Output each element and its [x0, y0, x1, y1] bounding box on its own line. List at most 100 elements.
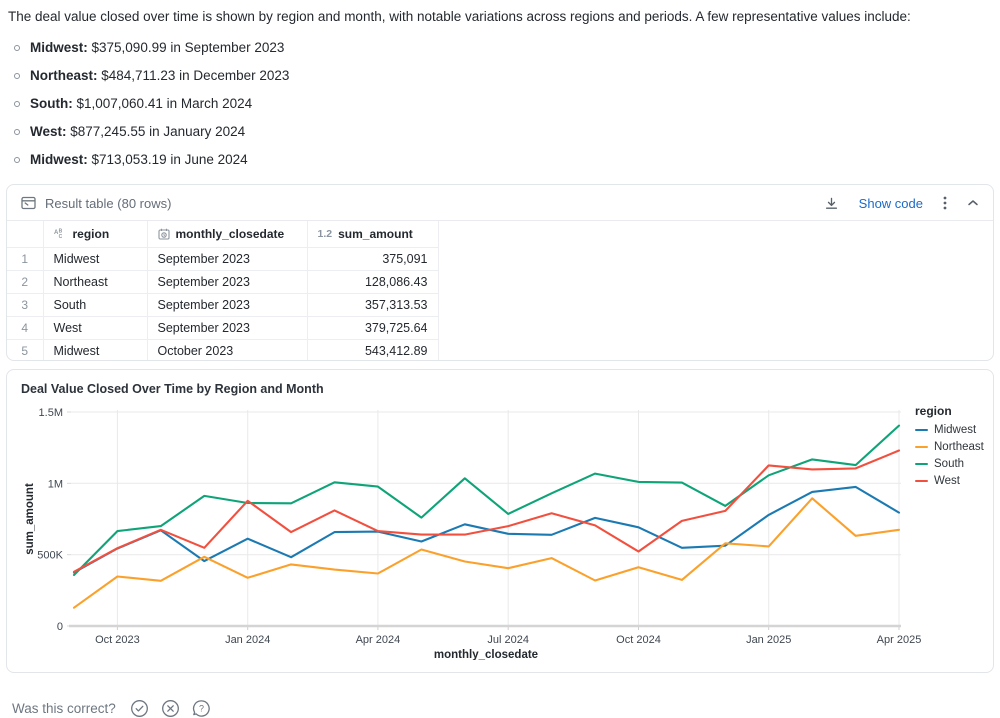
bullet-label: West:	[30, 124, 67, 139]
table-row[interactable]: 5 Midwest October 2023 543,412.89	[7, 339, 438, 361]
table-row[interactable]: 4 West September 2023 379,725.64	[7, 316, 438, 339]
download-icon[interactable]	[824, 196, 839, 211]
svg-text:1M: 1M	[48, 479, 63, 491]
y-gridlines: 0 500K 1M 1.5M	[37, 407, 901, 633]
result-table-icon	[21, 196, 36, 210]
bullet-icon	[14, 129, 20, 135]
legend-swatch	[915, 480, 928, 483]
legend-title: region	[915, 404, 995, 418]
cell-sum-amount: 543,412.89	[307, 339, 438, 361]
column-label: monthly_closedate	[176, 227, 285, 241]
svg-text:Apr 2024: Apr 2024	[356, 634, 401, 646]
bullet-label: Northeast:	[30, 68, 98, 83]
cell-sum-amount: 375,091	[307, 247, 438, 270]
row-number-header	[7, 221, 43, 247]
column-header-sum-amount[interactable]: 1.2sum_amount	[307, 221, 438, 247]
svg-text:1.5M: 1.5M	[39, 407, 63, 419]
svg-text:0: 0	[57, 621, 63, 633]
row-number: 1	[7, 247, 43, 270]
result-table: A B C region	[7, 221, 439, 361]
bullet-label: Midwest:	[30, 40, 88, 55]
cell-monthly-closedate: September 2023	[147, 293, 307, 316]
row-number: 2	[7, 270, 43, 293]
bullet-item: Midwest: $375,090.99 in September 2023	[6, 40, 994, 55]
legend-item-south[interactable]: South	[915, 458, 995, 470]
row-number: 5	[7, 339, 43, 361]
svg-text:Oct 2024: Oct 2024	[616, 634, 661, 646]
cell-region: Northeast	[43, 270, 147, 293]
row-number: 3	[7, 293, 43, 316]
legend-swatch	[915, 463, 928, 466]
cell-region: Midwest	[43, 247, 147, 270]
bullet-item: South: $1,007,060.41 in March 2024	[6, 96, 994, 111]
feedback-footer: Was this correct? ?	[6, 681, 994, 718]
x-axis-title: monthly_closedate	[434, 649, 538, 660]
chart-body: 0 500K 1M 1.5M Oct 2023 Jan 2024 Apr 2024 Jul 2…	[21, 398, 979, 662]
bullet-list: Midwest: $375,090.99 in September 2023 N…	[6, 40, 994, 167]
cell-monthly-closedate: September 2023	[147, 316, 307, 339]
cell-monthly-closedate: September 2023	[147, 270, 307, 293]
cell-sum-amount: 379,725.64	[307, 316, 438, 339]
table-row[interactable]: 3 South September 2023 357,313.53	[7, 293, 438, 316]
svg-text:Jul 2024: Jul 2024	[487, 634, 529, 646]
result-table-title: Result table (80 rows)	[45, 196, 171, 211]
legend-label: Midwest	[934, 424, 976, 436]
svg-text:Oct 2023: Oct 2023	[95, 634, 140, 646]
column-header-monthly-closedate[interactable]: monthly_closedate	[147, 221, 307, 247]
svg-text:500K: 500K	[37, 550, 63, 562]
svg-text:Jan 2025: Jan 2025	[746, 634, 791, 646]
cell-monthly-closedate: October 2023	[147, 339, 307, 361]
bullet-text: $877,245.55 in January 2024	[67, 124, 246, 139]
legend-item-west[interactable]: West	[915, 475, 995, 487]
legend-label: Northeast	[934, 441, 984, 453]
row-number: 4	[7, 316, 43, 339]
series-line-northeast	[74, 499, 899, 608]
svg-text:Jan 2024: Jan 2024	[225, 634, 270, 646]
intro-section: The deal value closed over time is shown…	[6, 8, 994, 167]
table-row[interactable]: 2 Northeast September 2023 128,086.43	[7, 270, 438, 293]
series-line-south	[74, 426, 899, 575]
result-table-card: Result table (80 rows) Show code	[6, 184, 994, 361]
table-row[interactable]: 1 Midwest September 2023 375,091	[7, 247, 438, 270]
bullet-text: $1,007,060.41 in March 2024	[73, 96, 252, 111]
chart-title: Deal Value Closed Over Time by Region an…	[21, 382, 979, 396]
column-label: region	[73, 227, 110, 241]
cell-region: Midwest	[43, 339, 147, 361]
result-table-header: Result table (80 rows) Show code	[7, 185, 993, 221]
bullet-label: South:	[30, 96, 73, 111]
legend-label: West	[934, 475, 960, 487]
y-axis-title: sum_amount	[24, 483, 36, 555]
column-header-region[interactable]: A B C region	[43, 221, 147, 247]
page: The deal value closed over time is shown…	[0, 0, 1000, 718]
kebab-menu-icon[interactable]	[943, 195, 947, 211]
x-gridlines: Oct 2023 Jan 2024 Apr 2024 Jul 2024 Oct 2024…	[95, 410, 921, 646]
cell-sum-amount: 128,086.43	[307, 270, 438, 293]
bullet-text: $713,053.19 in June 2024	[88, 152, 248, 167]
line-chart: 0 500K 1M 1.5M Oct 2023 Jan 2024 Apr 2024 Jul 2…	[21, 398, 991, 660]
show-code-button[interactable]: Show code	[859, 196, 923, 211]
collapse-chevron-up-icon[interactable]	[967, 199, 979, 207]
legend-item-northeast[interactable]: Northeast	[915, 441, 995, 453]
chart-legend: region Midwest Northeast South West	[915, 404, 995, 492]
legend-item-midwest[interactable]: Midwest	[915, 424, 995, 436]
legend-label: South	[934, 458, 964, 470]
bullet-text: $375,090.99 in September 2023	[88, 40, 285, 55]
bullet-label: Midwest:	[30, 152, 88, 167]
column-label: sum_amount	[338, 227, 413, 241]
cell-region: West	[43, 316, 147, 339]
legend-swatch	[915, 446, 928, 449]
bullet-item: Northeast: $484,711.23 in December 2023	[6, 68, 994, 83]
cell-sum-amount: 357,313.53	[307, 293, 438, 316]
chart-card: Deal Value Closed Over Time by Region an…	[6, 369, 994, 673]
bullet-icon	[14, 45, 20, 51]
string-type-icon: A B C	[54, 228, 67, 239]
bullet-icon	[14, 157, 20, 163]
bullet-item: Midwest: $713,053.19 in June 2024	[6, 152, 994, 167]
cell-region: South	[43, 293, 147, 316]
bullet-text: $484,711.23 in December 2023	[98, 68, 290, 83]
cell-monthly-closedate: September 2023	[147, 247, 307, 270]
svg-text:C: C	[58, 234, 62, 239]
svg-text:Apr 2025: Apr 2025	[877, 634, 922, 646]
bullet-item: West: $877,245.55 in January 2024	[6, 124, 994, 139]
intro-paragraph: The deal value closed over time is shown…	[6, 8, 994, 26]
